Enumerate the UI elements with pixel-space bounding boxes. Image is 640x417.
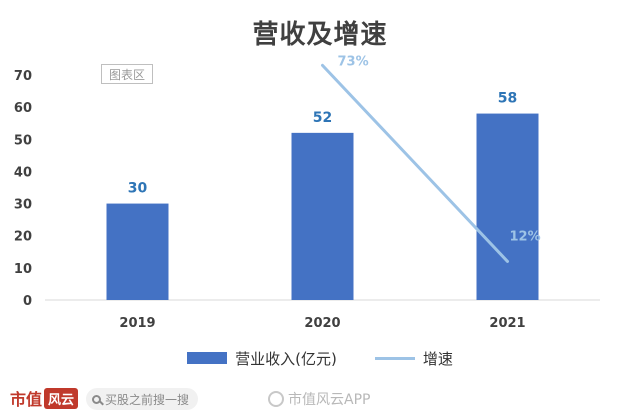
legend-item-growth: 增速	[374, 348, 453, 369]
bar-value-label: 52	[313, 110, 332, 126]
legend-label-growth: 增速	[422, 349, 453, 368]
chart-area-tag: 图表区	[101, 64, 153, 84]
footer-bar: 市值 风云 买股之前搜一搜 市值风云APP	[0, 382, 640, 417]
bar-2021	[476, 113, 539, 300]
legend-item-revenue: 营业收入(亿元)	[187, 348, 337, 369]
brand-name: 市值	[10, 390, 43, 409]
bar-value-label: 58	[498, 91, 517, 107]
bar-value-label: 30	[128, 181, 148, 197]
watermark: 市值风云APP	[268, 388, 370, 410]
y-tick-label: 50	[14, 133, 32, 148]
y-tick-label: 40	[14, 165, 32, 180]
y-tick-label: 10	[14, 262, 32, 277]
legend-swatch-bar	[187, 352, 228, 364]
y-tick-label: 70	[14, 69, 32, 84]
y-tick-label: 0	[23, 294, 32, 309]
search-icon	[92, 394, 101, 404]
y-tick-label: 20	[14, 230, 32, 245]
legend-swatch-line	[374, 356, 415, 360]
search-placeholder: 买股之前搜一搜	[105, 392, 190, 407]
x-tick-label: 2020	[304, 316, 340, 331]
growth-value-label: 73%	[338, 54, 369, 69]
x-tick-label: 2019	[119, 316, 155, 331]
watermark-text: 市值风云APP	[288, 392, 371, 408]
x-tick-label: 2021	[489, 316, 525, 331]
y-tick-label: 60	[14, 101, 32, 116]
weibo-icon	[268, 391, 284, 407]
y-tick-label: 30	[14, 198, 32, 213]
search-box[interactable]: 买股之前搜一搜	[86, 388, 198, 410]
growth-value-label: 12%	[510, 229, 541, 244]
chart-legend: 营业收入(亿元) 增速	[0, 346, 640, 370]
chart-canvas: 0 10 20 30 40 50 60 70 30 52 58 2019 2020 2021 73% 12%	[14, 54, 600, 331]
brand-logo: 市值 风云	[10, 386, 79, 410]
growth-line	[321, 63, 509, 263]
brand-badge: 风云	[44, 387, 79, 409]
bar-2020	[291, 132, 354, 300]
bar-2019	[106, 203, 169, 300]
legend-label-revenue: 营业收入(亿元)	[235, 349, 337, 368]
chart-title: 营收及增速	[252, 20, 388, 50]
